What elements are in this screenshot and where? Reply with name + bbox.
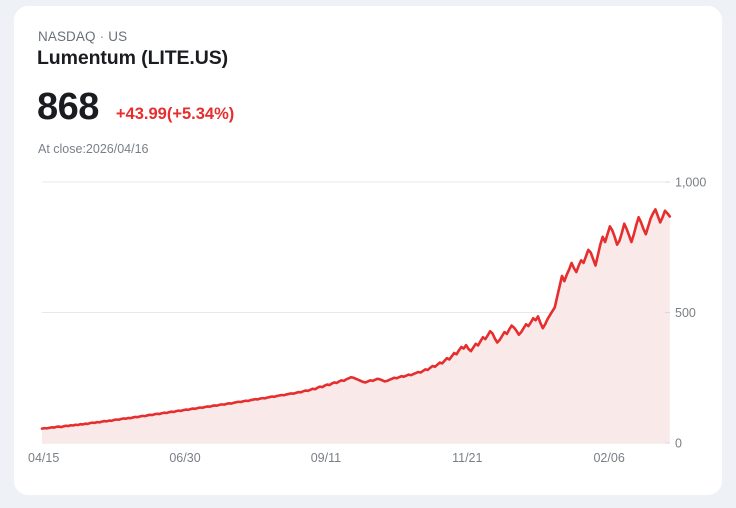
y-axis-label: 0: [675, 437, 682, 451]
close-timestamp: At close:2026/04/16: [38, 142, 149, 156]
x-axis-label: 11/21: [452, 451, 482, 465]
x-axis-label: 04/15: [28, 451, 59, 465]
x-axis-labels: 04/15 06/30 09/11 11/21 02/06: [28, 451, 625, 465]
price-value: 868: [37, 86, 99, 128]
price-change: +43.99(+5.34%): [115, 105, 235, 123]
price-row: 868 +43.99(+5.34%): [37, 86, 234, 129]
stock-quote-card: NASDAQ · US Lumentum (LITE.US) 868 +43.99(…: [14, 6, 722, 495]
exchange-label: NASDAQ: [38, 29, 96, 44]
y-axis-label: 500: [675, 306, 696, 320]
price-chart-svg: 0 500 1,000 04/15 06/30 09/11 11/21 02/06: [28, 176, 706, 466]
page-title: Lumentum (LITE.US): [37, 47, 229, 69]
chart-line: [40, 208, 672, 430]
x-axis-label: 09/11: [311, 451, 341, 465]
y-axis-labels: 0 500 1,000: [665, 176, 706, 451]
region-label: US: [108, 29, 128, 44]
x-axis-label: 06/30: [169, 451, 200, 465]
exchange-region-line: NASDAQ · US: [38, 29, 127, 44]
separator-dot: ·: [99, 29, 105, 44]
x-axis-label: 02/06: [593, 451, 624, 465]
y-axis-label: 1,000: [675, 176, 706, 190]
chart-area-fill: [42, 209, 670, 443]
price-chart[interactable]: 0 500 1,000 04/15 06/30 09/11 11/21 02/06: [14, 161, 722, 481]
